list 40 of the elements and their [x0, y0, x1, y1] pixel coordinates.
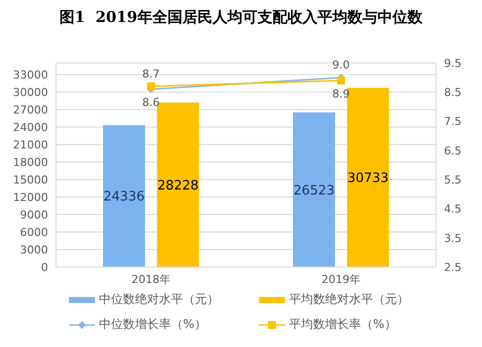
- y-tick-label: 30000: [13, 86, 48, 100]
- y-tick-label: 21000: [13, 138, 48, 152]
- y2-tick-label: 7.5: [444, 115, 462, 128]
- y2-tick-label: 2.5: [444, 260, 462, 274]
- y-tick-label: 12000: [13, 190, 48, 204]
- y-tick-label: 33000: [13, 68, 48, 82]
- data-label: 8.7: [142, 67, 160, 80]
- point: [147, 82, 155, 90]
- data-label: 9.0: [332, 58, 350, 72]
- y2-tick-label: 4.5: [444, 202, 462, 216]
- legend-label: 平均数增长率（%）: [289, 316, 396, 333]
- y2-tick-label: 5.5: [444, 173, 462, 186]
- legend-label: 中位数绝对水平（元）: [99, 291, 219, 308]
- y2-tick-label: 9.5: [444, 56, 462, 70]
- y-tick-label: 6000: [20, 226, 48, 239]
- y-tick-label: 0: [41, 260, 48, 274]
- bar: [157, 102, 199, 267]
- legend-label: 中位数增长率（%）: [99, 316, 206, 333]
- data-label: 28228: [157, 178, 199, 194]
- x-tick-label: 2018年: [132, 272, 170, 286]
- y-tick-label: 3000: [20, 243, 48, 256]
- chart-title: 图1 2019年全国居民人均可支配收入平均数与中位数: [58, 7, 424, 27]
- data-label: 30733: [347, 171, 389, 186]
- y-tick-label: 24000: [13, 121, 48, 134]
- y-tick-label: 15000: [13, 173, 48, 186]
- data-label: 24336: [103, 190, 145, 205]
- y2-tick-label: 3.5: [444, 232, 462, 245]
- y-tick-label: 18000: [13, 156, 48, 169]
- y2-tick-label: 8.5: [444, 86, 462, 100]
- legend-label: 平均数绝对水平（元）: [289, 291, 409, 308]
- data-label: 8.6: [142, 96, 160, 110]
- x-tick-label: 2019年: [322, 272, 360, 286]
- y2-tick-label: 6.5: [444, 144, 462, 158]
- y-tick-label: 27000: [13, 104, 48, 117]
- y-tick-label: 9000: [20, 208, 48, 222]
- bar: [347, 88, 389, 267]
- data-label: 26523: [293, 183, 335, 198]
- bar: [293, 112, 335, 267]
- bar: [103, 125, 145, 267]
- point: [337, 76, 345, 84]
